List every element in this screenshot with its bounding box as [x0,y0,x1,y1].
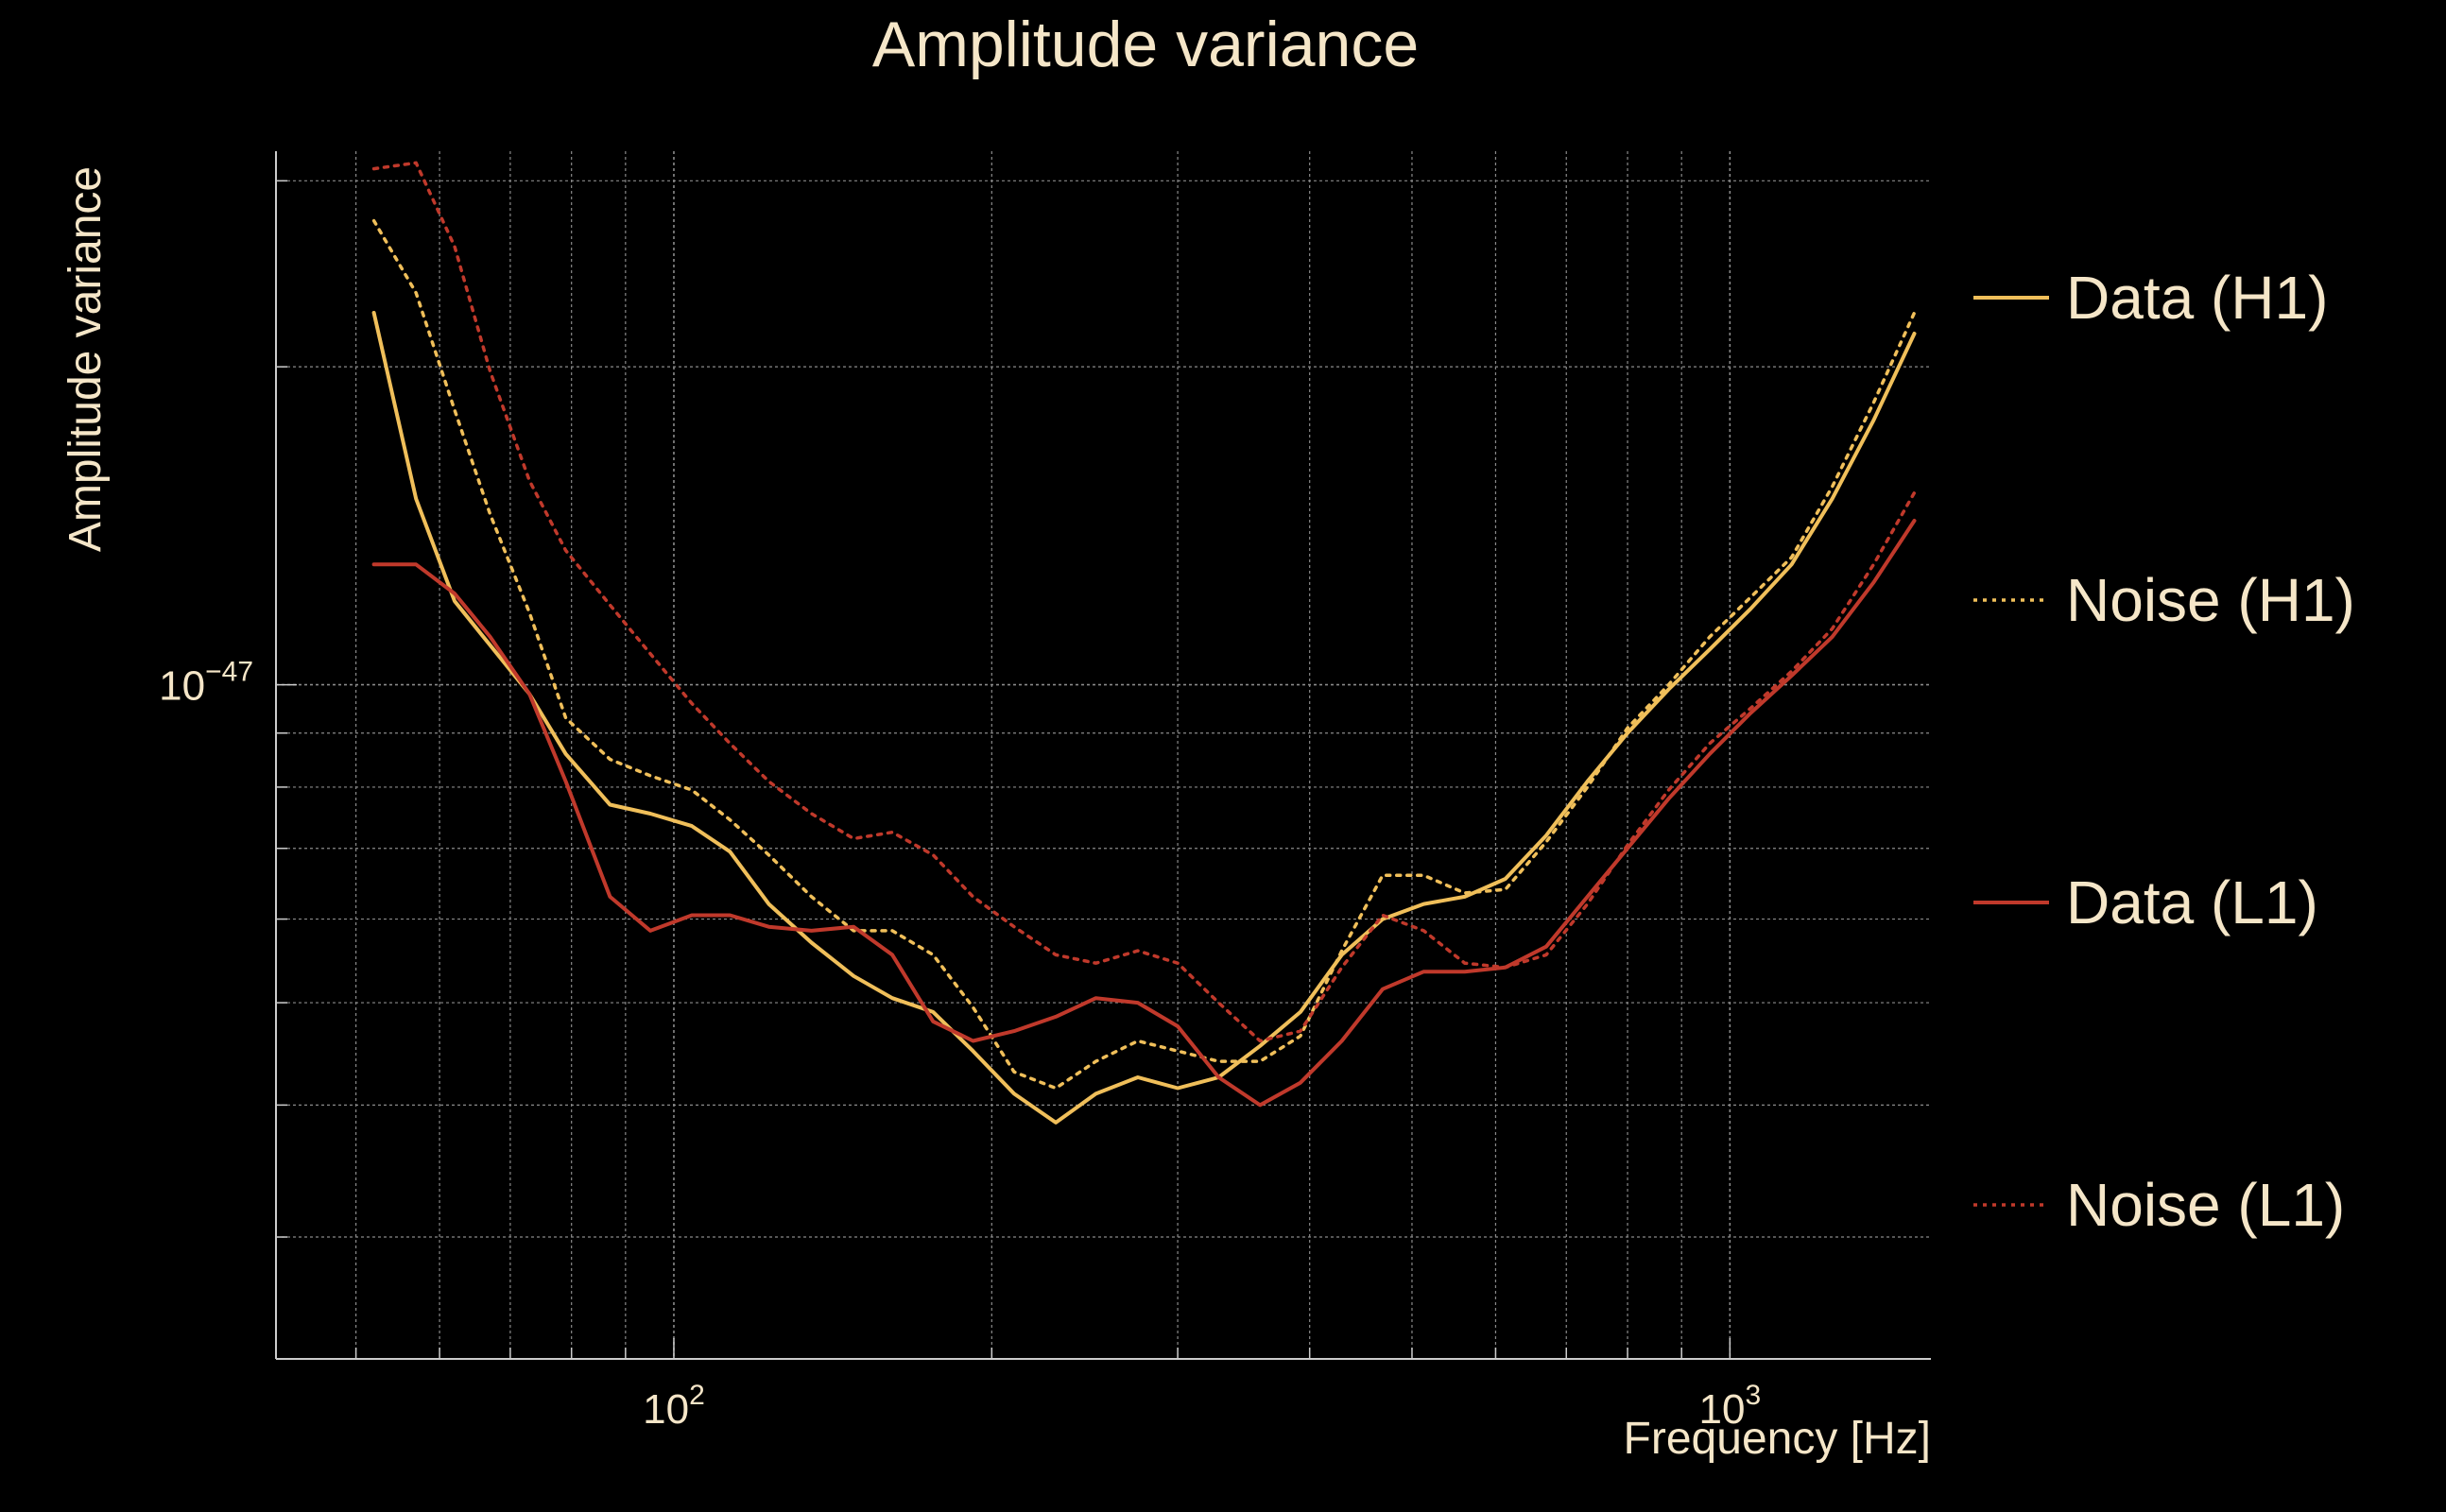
grid-lines [276,151,1931,1359]
x-axis-label: Frequency [Hz] [1624,1414,1931,1464]
chart-title: Amplitude variance [872,9,1419,80]
series-line-noise-h1 [371,218,1917,1091]
legend: Data (H1) Noise (H1) Data (L1) Noise (L1) [1973,264,2355,1239]
y-axis-label: Amplitude variance [60,166,111,552]
series-line-noise-l1 [371,161,1917,1043]
x-tick-label: 103 [1699,1380,1762,1433]
legend-label-noise-h1: Noise (H1) [2066,566,2355,634]
series-line-data-l1 [371,519,1917,1108]
y-tick-label: 10−47 [159,657,253,710]
legend-label-data-l1: Data (L1) [2066,868,2318,936]
legend-label-noise-l1: Noise (L1) [2066,1171,2345,1239]
tick-labels: 102 103 10−47 [159,657,1761,1433]
legend-label-data-h1: Data (H1) [2066,264,2328,332]
axes [275,151,1931,1360]
plot-lines [371,161,1917,1125]
x-tick-label: 102 [643,1380,705,1433]
series-line-data-h1 [371,311,1917,1125]
